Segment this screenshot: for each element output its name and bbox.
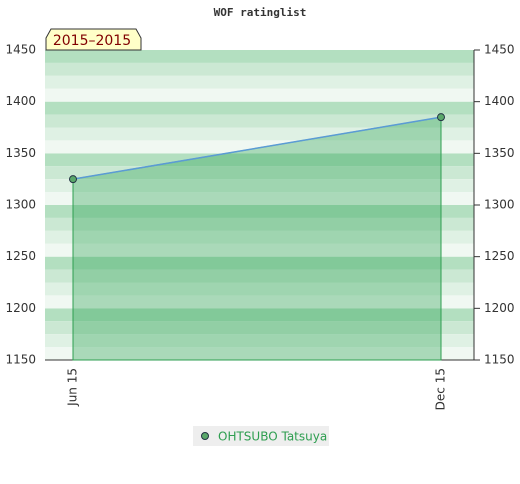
band xyxy=(45,205,474,218)
band xyxy=(45,230,474,244)
point xyxy=(437,113,445,122)
band xyxy=(45,217,474,231)
band xyxy=(45,101,474,115)
y-tick-label-right: 1300 xyxy=(484,198,515,212)
band xyxy=(45,282,474,296)
band xyxy=(45,295,474,309)
y-tick-label: 1400 xyxy=(5,94,36,108)
y-tick-label-right: 1450 xyxy=(484,43,515,57)
x-tick-label: Jun 15 xyxy=(66,368,80,407)
band xyxy=(45,75,474,89)
band xyxy=(45,50,474,63)
y-tick-label: 1300 xyxy=(5,198,36,212)
y-tick-label-right: 1250 xyxy=(484,249,515,263)
band xyxy=(45,243,474,257)
y-tick-label: 1200 xyxy=(5,301,36,315)
band xyxy=(45,62,474,76)
band xyxy=(45,179,474,193)
band xyxy=(45,127,474,141)
band xyxy=(45,256,474,270)
y-tick-label: 1450 xyxy=(5,43,36,57)
band xyxy=(45,347,474,360)
y-tick-label: 1350 xyxy=(5,146,36,160)
band xyxy=(45,269,474,283)
x-tick-label: Dec 15 xyxy=(434,368,448,410)
band xyxy=(45,192,474,205)
y-tick-label-right: 1400 xyxy=(484,94,515,108)
band xyxy=(45,140,474,154)
y-tick-label-right: 1150 xyxy=(484,353,515,367)
y-tick-label: 1150 xyxy=(5,353,36,367)
line xyxy=(72,116,442,180)
point xyxy=(69,175,77,184)
legend-box xyxy=(193,426,329,446)
badge: 2015–2015 xyxy=(53,33,131,49)
band xyxy=(45,334,474,348)
band xyxy=(45,114,474,128)
y-tick-label: 1250 xyxy=(5,249,36,263)
chart-title: WOF ratinglist xyxy=(214,6,307,19)
band xyxy=(45,321,474,335)
plot-background xyxy=(45,50,474,360)
band xyxy=(45,308,474,322)
band xyxy=(45,88,474,102)
y-tick-label-right: 1350 xyxy=(484,146,515,160)
legend-label: OHTSUBO Tatsuya xyxy=(218,430,327,444)
legend-marker xyxy=(201,432,209,440)
band xyxy=(45,153,474,167)
y-tick-label-right: 1200 xyxy=(484,301,515,315)
band xyxy=(45,166,474,180)
badge-box xyxy=(45,28,142,51)
